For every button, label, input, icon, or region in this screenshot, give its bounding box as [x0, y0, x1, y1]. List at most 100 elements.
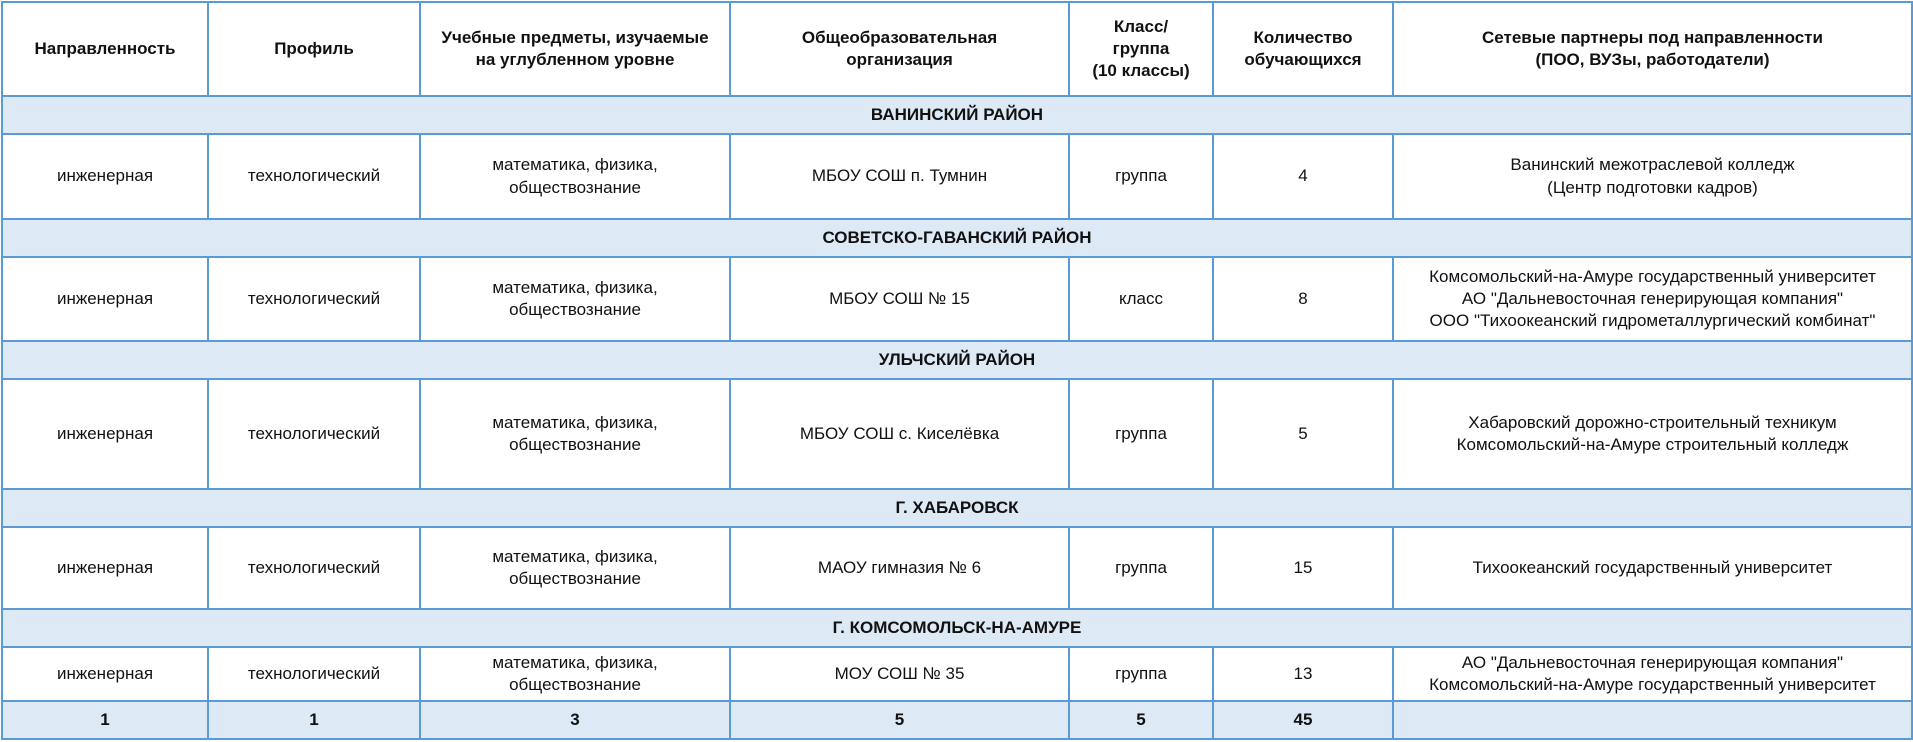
cell-line: Профиль — [274, 38, 354, 58]
header-cell: Направленность — [1, 1, 209, 97]
total-cell — [1392, 700, 1913, 740]
cell-line: МБОУ СОШ п. Тумнин — [811, 166, 988, 186]
data-cell: Ванинский межотраслевой колледж (Центр по… — [1392, 133, 1913, 220]
cell-line: 8 — [1298, 288, 1308, 308]
cell-line: инженерная — [56, 423, 154, 443]
data-cell: МОУ СОШ № 35 — [729, 646, 1070, 702]
cell-line: обществознание — [509, 675, 641, 694]
cell-line: (ПОО, ВУЗы, работодатели) — [1535, 50, 1770, 69]
cell-line: Класс/ — [1113, 16, 1169, 36]
data-cell: математика, физика, обществознание — [419, 378, 731, 490]
section-row: Г. ХАБАРОВСК — [1, 488, 1913, 528]
data-cell: математика, физика, обществознание — [419, 646, 731, 702]
cell-line: Тихоокеанский государственный университе… — [1472, 557, 1833, 577]
cell-line: обществознание — [509, 300, 641, 319]
data-cell: 4 — [1212, 133, 1394, 220]
data-cell: 5 — [1212, 378, 1394, 490]
header-cell: Профиль — [207, 1, 421, 97]
header-cell: Количество обучающихся — [1212, 1, 1394, 97]
header-cell: Учебные предметы, изучаемые на углубленно… — [419, 1, 731, 97]
cell-line: Направленность — [34, 38, 176, 58]
section-row: ВАНИНСКИЙ РАЙОН — [1, 95, 1913, 135]
data-row: инженерная технологический математика, физ… — [1, 526, 1913, 610]
cell-line: (Центр подготовки кадров) — [1547, 177, 1758, 197]
total-cell: 5 — [729, 700, 1070, 740]
data-cell: инженерная — [1, 646, 209, 702]
section-title: УЛЬЧСКИЙ РАЙОН — [1, 340, 1913, 380]
cell-line: математика, физика, — [492, 277, 658, 297]
data-cell: класс — [1068, 256, 1214, 342]
data-row: инженерная технологический математика, физ… — [1, 256, 1913, 342]
cell-line: Комсомольский-на-Амуре государственный у… — [1429, 675, 1876, 694]
cell-line: МАОУ гимназия № 6 — [817, 557, 982, 577]
cell-line: 4 — [1298, 166, 1308, 186]
data-cell: АО "Дальневосточная генерирующая компани… — [1392, 646, 1913, 702]
cell-line: математика, физика, — [492, 546, 658, 566]
cell-line: МБОУ СОШ с. Киселёвка — [799, 423, 1000, 443]
cell-line: Сетевые партнеры под направленности — [1482, 27, 1823, 47]
data-row: инженерная технологический математика, физ… — [1, 646, 1913, 702]
data-cell: математика, физика, обществознание — [419, 256, 731, 342]
cell-line: технологический — [247, 166, 381, 186]
cell-line: класс — [1118, 288, 1163, 308]
data-cell: МБОУ СОШ п. Тумнин — [729, 133, 1070, 220]
data-cell: МБОУ СОШ с. Киселёвка — [729, 378, 1070, 490]
data-cell: технологический — [207, 526, 421, 610]
data-cell: инженерная — [1, 378, 209, 490]
data-cell: технологический — [207, 378, 421, 490]
cell-line: группа — [1115, 423, 1167, 443]
cell-line: Хабаровский дорожно-строительный технику… — [1468, 412, 1837, 432]
cell-line: обществознание — [509, 435, 641, 454]
data-cell: 8 — [1212, 256, 1394, 342]
data-cell: технологический — [207, 256, 421, 342]
cell-line: Учебные предметы, изучаемые — [441, 27, 709, 47]
data-cell: инженерная — [1, 256, 209, 342]
cell-line: (10 классы) — [1092, 61, 1190, 81]
data-cell: технологический — [207, 133, 421, 220]
data-cell: инженерная — [1, 526, 209, 610]
cell-line: АО "Дальневосточная генерирующая компани… — [1461, 288, 1844, 308]
section-row: Г. КОМСОМОЛЬСК-НА-АМУРЕ — [1, 608, 1913, 648]
data-cell: Тихоокеанский государственный университе… — [1392, 526, 1913, 610]
data-cell: математика, физика, обществознание — [419, 526, 731, 610]
cell-line: 13 — [1293, 663, 1313, 683]
section-row: СОВЕТСКО-ГАВАНСКИЙ РАЙОН — [1, 218, 1913, 258]
cell-line: группа — [1112, 38, 1170, 58]
section-title: СОВЕТСКО-ГАВАНСКИЙ РАЙОН — [1, 218, 1913, 258]
section-row: УЛЬЧСКИЙ РАЙОН — [1, 340, 1913, 380]
cell-line: технологический — [247, 557, 381, 577]
header-cell: Класс/группа (10 классы) — [1068, 1, 1214, 97]
cell-line: МОУ СОШ № 35 — [834, 663, 965, 683]
cell-line: на углубленном уровне — [475, 50, 675, 69]
cell-line: ООО "Тихоокеанский гидрометаллургический… — [1429, 311, 1876, 331]
cell-line: Комсомольский-на-Амуре строительный колл… — [1456, 435, 1849, 454]
cell-line: математика, физика, — [492, 155, 658, 175]
cell-line: Ванинский межотраслевой колледж — [1510, 155, 1795, 175]
section-title: Г. ХАБАРОВСК — [1, 488, 1913, 528]
cell-line: обучающихся — [1244, 50, 1362, 69]
data-cell: математика, физика, обществознание — [419, 133, 731, 220]
cell-line: технологический — [247, 663, 381, 683]
cell-line: группа — [1115, 557, 1167, 577]
total-cell: 1 — [1, 700, 209, 740]
cell-line: обществознание — [509, 177, 641, 197]
section-title: ВАНИНСКИЙ РАЙОН — [1, 95, 1913, 135]
cell-line: организация — [846, 50, 953, 69]
data-cell: МБОУ СОШ № 15 — [729, 256, 1070, 342]
cell-line: инженерная — [56, 288, 154, 308]
data-row: инженерная технологический математика, физ… — [1, 378, 1913, 490]
cell-line: Количество — [1253, 27, 1353, 47]
data-cell: 15 — [1212, 526, 1394, 610]
cell-line: инженерная — [56, 663, 154, 683]
cell-line: МБОУ СОШ № 15 — [829, 288, 970, 308]
cell-line: математика, физика, — [492, 412, 658, 432]
data-cell: группа — [1068, 133, 1214, 220]
cell-line: группа — [1115, 663, 1167, 683]
data-cell: технологический — [207, 646, 421, 702]
cell-line: Комсомольский-на-Амуре государственный у… — [1429, 266, 1876, 286]
data-cell: Хабаровский дорожно-строительный технику… — [1392, 378, 1913, 490]
section-title: Г. КОМСОМОЛЬСК-НА-АМУРЕ — [1, 608, 1913, 648]
cell-line: 15 — [1293, 557, 1313, 577]
cell-line: инженерная — [56, 557, 154, 577]
